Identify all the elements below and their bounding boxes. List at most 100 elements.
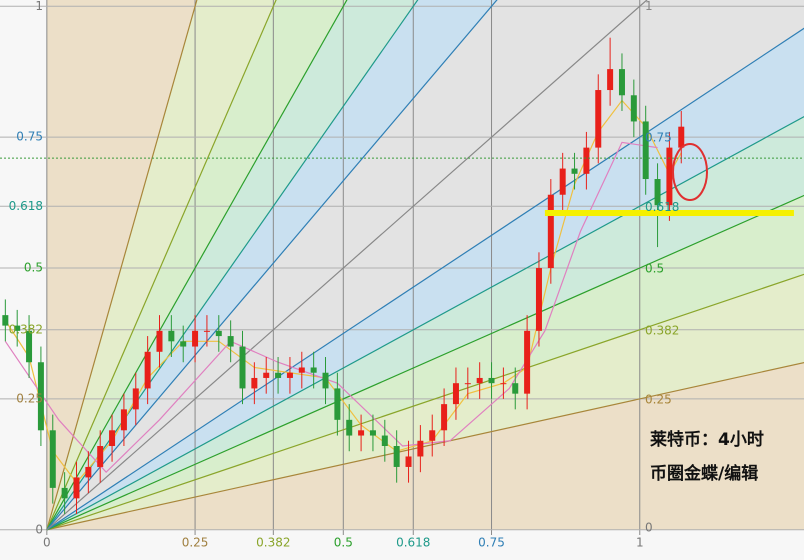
candle-body: [405, 456, 412, 467]
candle-body: [607, 69, 614, 91]
fan-zone: [46, 0, 804, 530]
candle-body: [97, 446, 104, 467]
fan-line: [46, 194, 804, 531]
candle-body: [203, 330, 210, 332]
candle-body: [464, 383, 471, 385]
candle-body: [192, 330, 199, 347]
x-tick-label: 0.75: [478, 536, 505, 550]
candle-body: [500, 383, 507, 385]
fan-lines: [46, 0, 804, 531]
candle-body: [334, 388, 341, 420]
x-tick-label: 0: [43, 536, 51, 550]
fan-line: [46, 0, 348, 531]
x-tick-label: 0.618: [396, 536, 430, 550]
x-tick-label: 1: [636, 536, 644, 550]
fan-label: 0.618: [645, 200, 679, 214]
candle-body: [286, 372, 293, 378]
annotation: 币圈金蝶/编辑: [650, 463, 758, 484]
highlight-circle: [672, 143, 708, 201]
candle-body: [120, 409, 127, 431]
candle-body: [37, 362, 44, 431]
candle-body: [61, 487, 68, 499]
candle-body: [346, 419, 353, 436]
candle-body: [441, 404, 448, 431]
fan-line: [46, 27, 804, 531]
fan-label: 0.75: [645, 131, 672, 145]
candle-body: [512, 383, 519, 394]
y-tick-label: 0.618: [9, 199, 43, 213]
fan-fills: [46, 0, 804, 530]
y-tick-label: 0.382: [9, 322, 43, 336]
candle-body: [239, 346, 246, 389]
fan-line: [46, 0, 198, 530]
fan-label: 0.382: [645, 323, 679, 337]
labels: 0 0.25 0.382 0.5 0.618 0.75 100.250.3820.50.61…: [9, 0, 680, 550]
candle-body: [678, 126, 685, 148]
candle-body: [251, 377, 258, 389]
candle-body: [547, 194, 554, 269]
candle-body: [595, 90, 602, 148]
candle-body: [381, 435, 388, 447]
candle-body: [85, 466, 92, 478]
fan-line: [46, 0, 648, 531]
candle-body: [227, 336, 234, 347]
x-tick-label: 0.5: [334, 536, 353, 550]
candle-body: [263, 372, 270, 378]
candle-body: [488, 377, 495, 384]
candle-body: [618, 69, 625, 96]
fan-line: [46, 0, 498, 531]
fan-label: 0: [645, 520, 653, 534]
candle-body: [156, 330, 163, 352]
candle-body: [535, 268, 542, 331]
candle-body: [215, 330, 222, 337]
candle-body: [559, 168, 566, 195]
candle-body: [358, 430, 365, 436]
candle-body: [571, 168, 578, 174]
candle-body: [322, 372, 329, 389]
candle-body: [369, 430, 376, 436]
candle-body: [476, 377, 483, 384]
moving-average: [4, 99, 682, 484]
candle-body: [2, 315, 9, 326]
candle-body: [654, 179, 661, 206]
y-tick-label: 0.75: [16, 130, 43, 144]
candle-body: [49, 430, 56, 488]
y-tick-label: 1: [35, 0, 43, 13]
fan-line: [46, 273, 804, 531]
fan-line: [46, 0, 419, 531]
candle-body: [144, 351, 151, 389]
candle-body: [180, 341, 187, 347]
fan-line: [46, 362, 804, 531]
y-tick-label: 0: [35, 522, 43, 536]
fan-line: [46, 0, 277, 531]
candle-body: [298, 367, 305, 373]
candle-body: [109, 430, 116, 447]
candle-body: [132, 388, 139, 410]
candle-body: [429, 430, 436, 441]
series: [0, 37, 804, 515]
candle-body: [310, 367, 317, 373]
fan-line: [46, 115, 804, 531]
moving-average: [4, 141, 658, 474]
fan-label: 0.25: [645, 392, 672, 406]
candle-body: [666, 147, 673, 206]
candle-body: [393, 446, 400, 467]
annotation: 莱特币：4小时: [650, 429, 764, 450]
candle-body: [452, 383, 459, 405]
x-tick-label: 0.25: [182, 536, 209, 550]
candle-body: [630, 95, 637, 122]
candle-body: [417, 440, 424, 457]
fan-label: 0.5: [645, 262, 664, 276]
candle-body: [524, 330, 531, 394]
x-tick-label: 0.382: [256, 536, 290, 550]
candle-body: [73, 477, 80, 499]
y-tick-label: 0.5: [24, 261, 43, 275]
y-tick-label: 0.25: [16, 391, 43, 405]
candle-body: [168, 330, 175, 342]
candle-body: [275, 372, 282, 378]
candle-body: [26, 330, 33, 363]
candle-body: [583, 147, 590, 174]
fan-label: 1: [645, 0, 653, 13]
candle-body: [642, 121, 649, 180]
